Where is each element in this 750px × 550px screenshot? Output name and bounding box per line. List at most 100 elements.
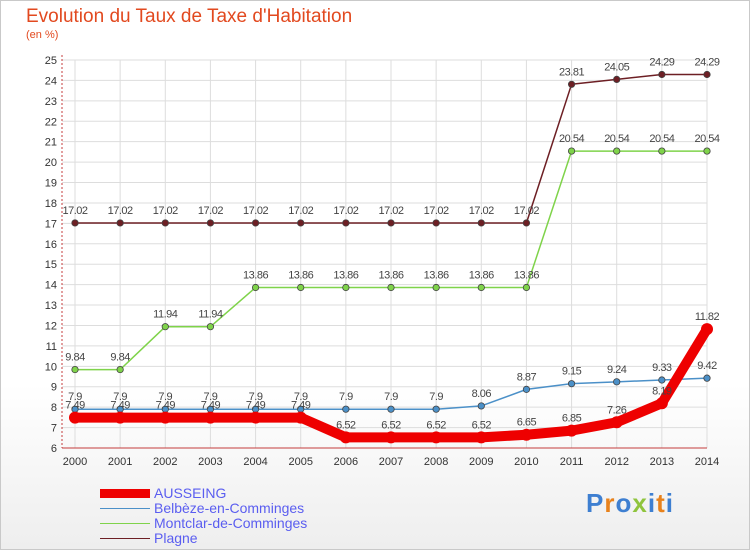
x-tick-label: 2001 xyxy=(108,456,132,468)
data-label: 13.86 xyxy=(288,269,313,281)
data-point xyxy=(432,283,440,292)
data-label: 6.52 xyxy=(472,419,492,431)
data-point xyxy=(342,219,350,227)
x-tick-label: 2002 xyxy=(153,456,177,468)
data-point xyxy=(116,365,124,374)
y-tick-label: 12 xyxy=(45,320,57,332)
data-label: 17.02 xyxy=(333,205,358,217)
x-tick-label: 2005 xyxy=(288,456,312,468)
x-tick-label: 2006 xyxy=(334,456,358,468)
data-label: 20.54 xyxy=(694,133,719,145)
data-label: 7.49 xyxy=(156,400,176,412)
data-label: 7.49 xyxy=(246,400,266,412)
data-point xyxy=(249,411,262,424)
data-label: 17.02 xyxy=(288,205,313,217)
data-label: 17.02 xyxy=(378,205,403,217)
data-point xyxy=(658,376,666,384)
data-label: 6.85 xyxy=(562,413,582,425)
data-point xyxy=(206,219,215,227)
y-tick-label: 17 xyxy=(45,218,57,230)
y-tick-label: 23 xyxy=(45,96,57,108)
data-label: 8.06 xyxy=(472,388,492,400)
data-point xyxy=(251,283,260,292)
data-point xyxy=(522,219,531,227)
data-label: 9.84 xyxy=(110,352,130,364)
data-point xyxy=(69,411,81,424)
data-label: 9.84 xyxy=(65,352,85,364)
data-label: 6.52 xyxy=(336,419,356,431)
data-point xyxy=(206,323,215,331)
data-label: 13.86 xyxy=(424,269,449,281)
data-point xyxy=(432,219,440,227)
x-tick-label: 2004 xyxy=(243,456,267,468)
data-point xyxy=(161,323,169,331)
data-label: 11.94 xyxy=(153,309,178,321)
data-label: 7.9 xyxy=(68,391,82,403)
chart-subtitle: (en %) xyxy=(26,29,59,41)
legend-label: AUSSEING xyxy=(154,485,227,501)
y-tick-label: 13 xyxy=(45,300,57,312)
data-point xyxy=(387,405,395,413)
data-label: 17.02 xyxy=(243,205,268,217)
data-point xyxy=(658,70,666,79)
data-label: 20.54 xyxy=(649,133,674,145)
data-point xyxy=(520,428,533,441)
data-point xyxy=(387,219,395,227)
x-tick-label: 2008 xyxy=(424,456,448,468)
data-label: 7.49 xyxy=(291,400,311,412)
data-label: 20.54 xyxy=(559,133,584,145)
data-label: 7.9 xyxy=(339,391,353,403)
data-point xyxy=(430,431,443,444)
x-tick-label: 2012 xyxy=(604,456,628,468)
data-label: 13.86 xyxy=(514,269,539,281)
data-label: 7.9 xyxy=(294,391,308,403)
legend-swatch xyxy=(100,537,150,540)
data-label: 23.81 xyxy=(559,66,584,78)
data-label: 7.9 xyxy=(429,391,443,403)
legend-label: Plagne xyxy=(154,530,198,546)
data-point xyxy=(71,365,79,374)
data-label: 13.86 xyxy=(378,269,403,281)
x-tick-label: 2010 xyxy=(514,456,538,468)
data-label: 17.02 xyxy=(108,205,133,217)
data-label: 9.33 xyxy=(652,362,672,374)
data-point xyxy=(339,431,352,444)
legend-swatch xyxy=(100,507,150,510)
y-tick-label: 10 xyxy=(45,361,57,373)
data-point xyxy=(567,80,576,88)
data-point xyxy=(342,405,350,413)
legend-label: Belbèze-en-Comminges xyxy=(154,500,305,516)
y-tick-label: 9 xyxy=(51,382,57,394)
y-tick-label: 11 xyxy=(46,341,57,353)
data-label: 9.42 xyxy=(697,360,717,372)
data-point xyxy=(613,147,621,155)
data-point xyxy=(477,219,485,227)
data-label: 7.9 xyxy=(384,391,398,403)
y-tick-label: 8 xyxy=(51,402,57,414)
y-tick-label: 24 xyxy=(45,75,57,87)
data-point xyxy=(610,416,623,429)
data-point xyxy=(116,219,124,227)
data-point xyxy=(387,283,395,292)
data-label: 7.9 xyxy=(158,391,172,403)
x-tick-label: 2011 xyxy=(560,456,584,468)
data-label: 13.86 xyxy=(243,269,268,281)
y-tick-label: 25 xyxy=(45,55,57,67)
data-point xyxy=(701,323,713,336)
data-label: 7.49 xyxy=(201,400,221,412)
data-point xyxy=(159,411,172,424)
data-label: 13.86 xyxy=(333,269,358,281)
data-label: 17.02 xyxy=(62,205,87,217)
data-point xyxy=(342,283,350,292)
x-tick-label: 2003 xyxy=(198,456,222,468)
x-tick-label: 2000 xyxy=(63,456,87,468)
data-point xyxy=(565,424,578,437)
data-point xyxy=(655,397,668,410)
chart-title: Evolution du Taux de Taxe d'Habitation xyxy=(26,6,353,27)
data-point xyxy=(251,219,260,227)
x-tick-label: 2014 xyxy=(695,456,719,468)
data-point xyxy=(294,411,307,424)
y-tick-label: 16 xyxy=(45,239,57,251)
data-point xyxy=(385,431,397,444)
